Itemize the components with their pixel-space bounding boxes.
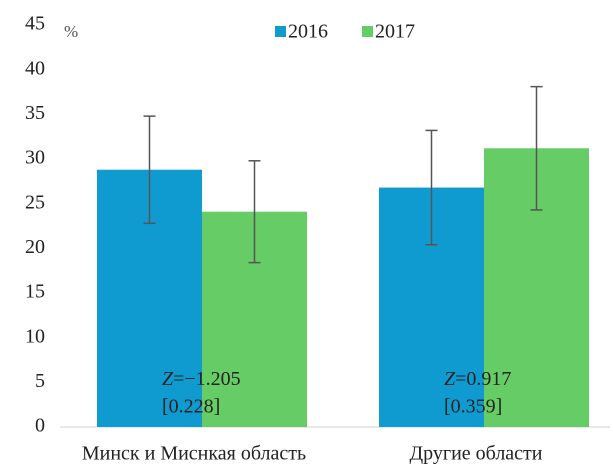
annotation-variable: Z [162,368,174,390]
annotation-p-value: [0.359] [444,396,502,418]
y-tick-label: 25 [25,191,45,213]
legend-swatch [362,26,373,37]
legend-label: 2017 [375,21,415,43]
y-tick-label: 0 [35,415,45,437]
y-tick-label: 10 [25,325,45,347]
legend-label: 2016 [288,21,328,43]
error-bar [143,115,156,225]
y-tick-label: 20 [25,236,45,258]
error-bar [425,129,438,246]
y-tick-label: 40 [25,57,45,79]
annotation-variable: Z [444,368,456,390]
annotation: Z=−1.205 [162,368,241,390]
legend-swatch [275,26,286,37]
annotation-p-value: [0.228] [162,396,220,418]
y-tick-label: 45 [25,13,45,35]
y-tick-label: 35 [25,102,45,124]
annotation-value: =−1.205 [173,368,241,390]
error-bar [248,160,261,264]
y-tick-label: 5 [35,370,45,392]
y-tick-label: 30 [25,147,45,169]
y-axis-label: % [64,22,78,41]
error-bar [530,85,543,211]
x-tick-label: Другие области [409,443,542,465]
annotation-value: =0.917 [455,368,511,390]
x-tick-label: Минск и Миснкая область [82,443,306,465]
y-tick-label: 15 [25,281,45,303]
annotation: Z=0.917 [444,368,511,390]
